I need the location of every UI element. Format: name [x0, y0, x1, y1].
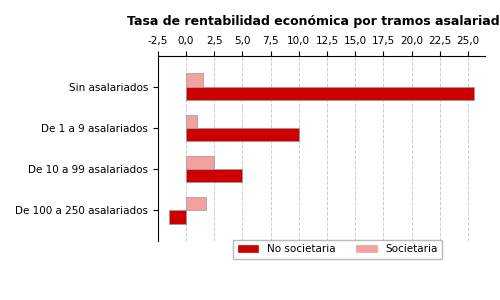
Bar [186, 128, 299, 141]
Title: Tasa de rentabilidad económica por tramos asalariados: Tasa de rentabilidad económica por tramo… [127, 15, 500, 28]
Legend: No societaria, Societaria: No societaria, Societaria [234, 240, 442, 259]
Bar [186, 197, 206, 211]
Bar [186, 86, 474, 100]
Bar [186, 115, 197, 128]
Bar [186, 73, 203, 86]
Bar [169, 211, 186, 224]
Bar [186, 169, 242, 182]
Bar [186, 156, 214, 169]
